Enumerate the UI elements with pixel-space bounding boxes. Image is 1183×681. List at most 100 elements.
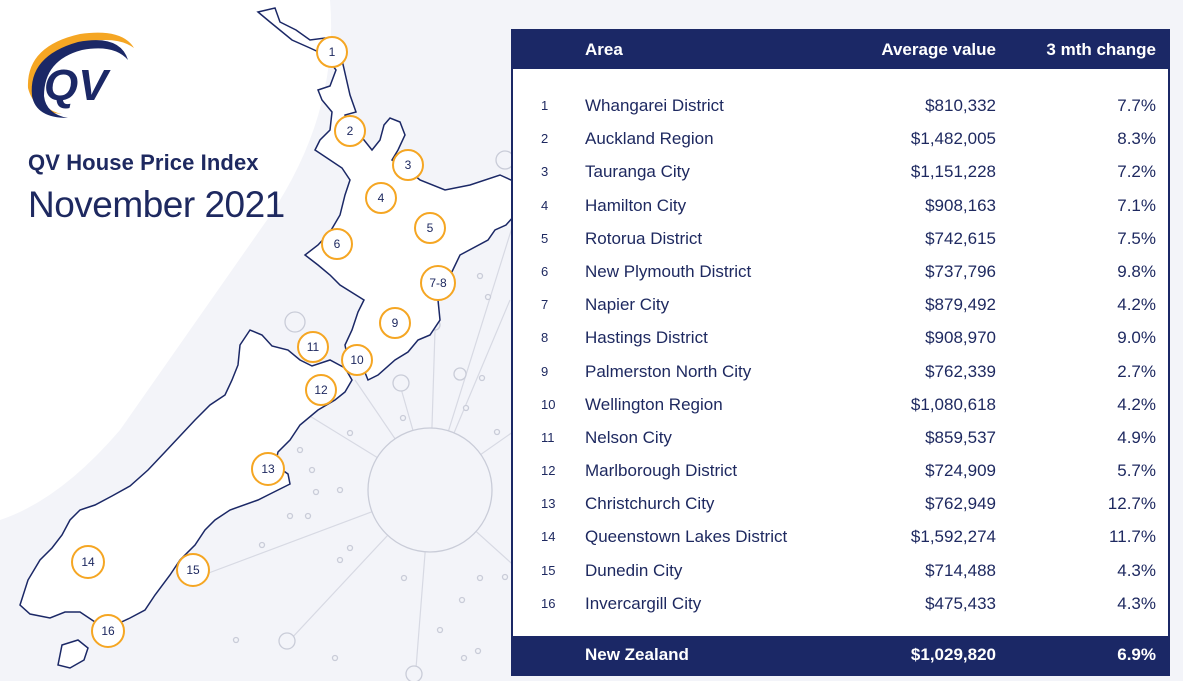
map-marker[interactable]: 13: [251, 452, 285, 486]
total-change: 6.9%: [1117, 645, 1156, 664]
row-rank: 4: [541, 197, 549, 213]
map-marker[interactable]: 4: [365, 182, 397, 214]
table-footer-total: New Zealand $1,029,820 6.9%: [513, 636, 1168, 674]
svg-text:3: 3: [405, 158, 412, 172]
table-row[interactable]: 1 Whangarei District $810,332 7.7%: [513, 89, 1168, 122]
row-rank: 3: [541, 164, 549, 180]
table-row[interactable]: 10 Wellington Region $1,080,618 4.2%: [513, 388, 1168, 421]
map-marker[interactable]: 6: [321, 228, 353, 260]
map-marker[interactable]: 14: [71, 545, 105, 579]
row-average-value: $762,949: [925, 494, 996, 514]
map-marker[interactable]: 5: [414, 212, 446, 244]
map-marker[interactable]: 3: [392, 149, 424, 181]
row-area: Auckland Region: [585, 129, 714, 149]
qv-logo: QV: [27, 32, 134, 118]
row-change: 2.7%: [1117, 361, 1156, 381]
svg-text:12: 12: [314, 383, 328, 397]
column-header-area[interactable]: Area: [585, 40, 623, 59]
row-rank: 13: [541, 496, 556, 512]
row-rank: 14: [541, 529, 556, 545]
svg-text:13: 13: [261, 462, 275, 476]
row-average-value: $908,163: [925, 195, 996, 215]
svg-text:7-8: 7-8: [429, 276, 447, 290]
row-rank: 2: [541, 131, 549, 147]
svg-text:15: 15: [186, 563, 200, 577]
row-change: 11.7%: [1109, 527, 1156, 547]
south-island: [19, 329, 353, 626]
svg-text:5: 5: [427, 221, 434, 235]
map-marker[interactable]: 16: [91, 614, 125, 648]
total-value: $1,029,820: [910, 645, 996, 664]
stewart-island: [57, 639, 89, 669]
row-change: 4.2%: [1117, 394, 1156, 414]
row-average-value: $742,615: [925, 228, 996, 248]
row-change: 7.5%: [1117, 228, 1156, 248]
price-table: Area Average value 3 mth change 1 Whangar…: [511, 29, 1170, 676]
row-average-value: $1,151,228: [910, 162, 996, 182]
table-row[interactable]: 14 Queenstown Lakes District $1,592,274 11.…: [513, 520, 1168, 553]
map-marker[interactable]: 10: [341, 344, 373, 376]
row-rank: 1: [541, 98, 549, 113]
table-row[interactable]: 3 Tauranga City $1,151,228 7.2%: [513, 155, 1168, 188]
map-marker[interactable]: 12: [305, 374, 337, 406]
row-change: 8.3%: [1117, 129, 1156, 149]
table-row[interactable]: 11 Nelson City $859,537 4.9%: [513, 421, 1168, 454]
row-rank: 7: [541, 297, 549, 313]
row-area: Queenstown Lakes District: [585, 527, 788, 547]
table-row[interactable]: 15 Dunedin City $714,488 4.3%: [513, 554, 1168, 587]
row-change: 7.1%: [1117, 195, 1156, 215]
svg-text:14: 14: [81, 555, 95, 569]
table-row[interactable]: 12 Marlborough District $724,909 5.7%: [513, 454, 1168, 487]
row-average-value: $859,537: [925, 427, 996, 447]
row-rank: 16: [541, 595, 556, 611]
row-area: Napier City: [585, 295, 670, 315]
map-marker[interactable]: 11: [297, 331, 329, 363]
table-row[interactable]: 6 New Plymouth District $737,796 9.8%: [513, 255, 1168, 288]
row-rank: 6: [541, 263, 549, 279]
svg-text:QV: QV: [44, 61, 111, 110]
row-rank: 10: [541, 396, 556, 412]
row-area: New Plymouth District: [585, 261, 752, 281]
row-change: 4.2%: [1117, 295, 1156, 315]
row-change: 4.9%: [1117, 427, 1156, 447]
row-change: 12.7%: [1107, 494, 1156, 514]
map-marker[interactable]: 7-8: [420, 265, 456, 301]
table-row[interactable]: 9 Palmerston North City $762,339 2.7%: [513, 355, 1168, 388]
map-marker[interactable]: 2: [334, 115, 366, 147]
row-average-value: $1,482,005: [910, 129, 996, 149]
column-header-3mth-change[interactable]: 3 mth change: [1046, 40, 1156, 59]
row-average-value: $762,339: [925, 361, 996, 381]
row-rank: 8: [541, 330, 549, 346]
row-area: Christchurch City: [585, 494, 715, 514]
row-change: 5.7%: [1117, 461, 1156, 481]
map-marker[interactable]: 15: [176, 553, 210, 587]
row-area: Nelson City: [585, 427, 672, 447]
svg-text:16: 16: [101, 624, 115, 638]
table-row[interactable]: 5 Rotorua District $742,615 7.5%: [513, 222, 1168, 255]
row-rank: 9: [541, 363, 549, 379]
table-row[interactable]: 7 Napier City $879,492 4.2%: [513, 288, 1168, 321]
table-row[interactable]: 8 Hastings District $908,970 9.0%: [513, 321, 1168, 354]
svg-text:9: 9: [392, 316, 399, 330]
table-body: 1 Whangarei District $810,332 7.7% 2 Auckland…: [513, 89, 1168, 620]
row-area: Whangarei District: [585, 96, 724, 115]
table-row[interactable]: 16 Invercargill City $475,433 4.3%: [513, 587, 1168, 620]
row-average-value: $1,080,618: [910, 394, 996, 414]
nz-map: 1 2 3 4 5 6 7-8 9 10 11 12 13 14 15 16: [19, 7, 520, 681]
map-marker[interactable]: 1: [316, 36, 348, 68]
row-change: 7.2%: [1117, 162, 1156, 182]
row-average-value: $475,433: [925, 593, 996, 613]
row-average-value: $714,488: [925, 560, 996, 580]
column-header-average-value[interactable]: Average value: [881, 40, 996, 59]
row-rank: 11: [541, 429, 555, 445]
title-line-1: QV House Price Index: [28, 150, 259, 175]
row-rank: 15: [541, 562, 556, 578]
table-row[interactable]: 4 Hamilton City $908,163 7.1%: [513, 189, 1168, 222]
map-marker[interactable]: 9: [379, 307, 411, 339]
table-row[interactable]: 2 Auckland Region $1,482,005 8.3%: [513, 122, 1168, 155]
map-markers: 1 2 3 4 5 6 7-8 9 10 11 12 13 14 15 16: [71, 36, 456, 648]
table-row[interactable]: 13 Christchurch City $762,949 12.7%: [513, 487, 1168, 520]
row-average-value: $908,970: [925, 328, 996, 348]
table-header: Area Average value 3 mth change: [513, 31, 1168, 69]
